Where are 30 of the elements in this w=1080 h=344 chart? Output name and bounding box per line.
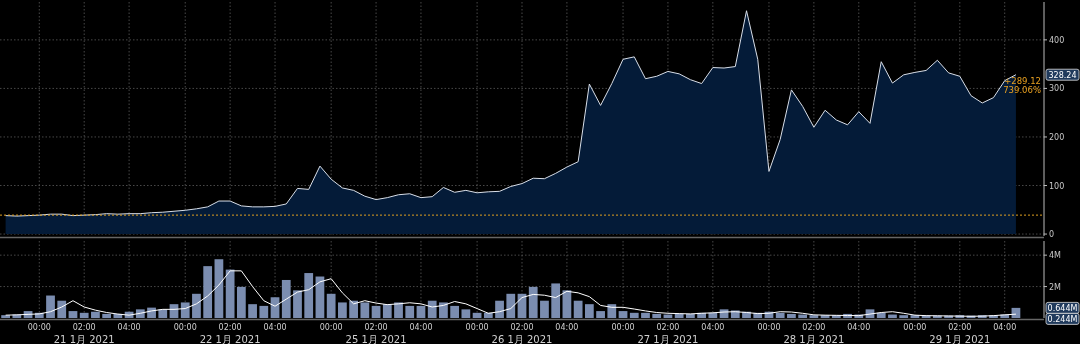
- x-tick-label: 02:00 27 1月 2021: [637, 323, 699, 344]
- x-tick-label: 02:00 25 1月 2021: [345, 323, 407, 344]
- x-tick-label: 00:00: [757, 323, 781, 332]
- y-tick-label: 200: [1049, 132, 1065, 142]
- x-tick-label: 04:00: [263, 323, 287, 332]
- y-tick-label: 400: [1049, 35, 1065, 45]
- x-tick-label: 02:00 29 1月 2021: [929, 323, 991, 344]
- annotation: +289.12: [1004, 75, 1041, 86]
- x-tick-label: 00:00: [465, 323, 489, 332]
- y-tick-label: 300: [1049, 84, 1065, 94]
- x-tick-label: 00:00: [319, 323, 343, 332]
- annotation: 739.06%: [1003, 84, 1041, 95]
- x-tick-label: 02:00 21 1月 2021: [53, 323, 115, 344]
- x-tick-label: 04:00: [409, 323, 433, 332]
- x-tick-label: 00:00: [173, 323, 197, 332]
- x-tick-label: 02:00 26 1月 2021: [491, 323, 553, 344]
- y-tick-label: 0: [1049, 230, 1055, 240]
- x-tick-label: 00:00: [27, 323, 51, 332]
- x-tick-label: 02:00 22 1月 2021: [199, 323, 261, 344]
- y-tick-label: 2M: [1049, 282, 1062, 292]
- x-tick-label: 04:00: [701, 323, 725, 332]
- x-tick-label: 04:00: [847, 323, 871, 332]
- x-tick-label: 00:00: [903, 323, 927, 332]
- y-tick-label: 4M: [1049, 251, 1062, 261]
- x-tick-label: 00:00: [611, 323, 635, 332]
- x-tick-label: 04:00: [117, 323, 141, 332]
- y-tick-label: 100: [1049, 181, 1065, 191]
- x-tick-label: 04:00: [555, 323, 579, 332]
- x-tick-label: 04:00: [993, 323, 1017, 332]
- x-tick-label: 02:00 28 1月 2021: [783, 323, 845, 344]
